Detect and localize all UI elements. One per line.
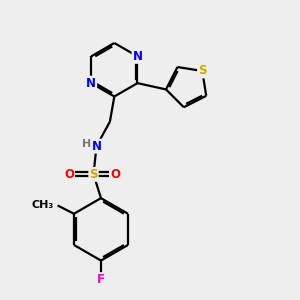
Text: N: N (92, 140, 101, 153)
Text: CH₃: CH₃ (32, 200, 54, 210)
Text: S: S (89, 168, 98, 181)
Text: S: S (198, 64, 206, 77)
Text: H: H (82, 139, 91, 149)
Text: N: N (133, 50, 142, 63)
Text: N: N (86, 76, 96, 90)
Text: O: O (64, 168, 74, 181)
Text: F: F (97, 273, 105, 286)
Text: O: O (110, 168, 120, 181)
